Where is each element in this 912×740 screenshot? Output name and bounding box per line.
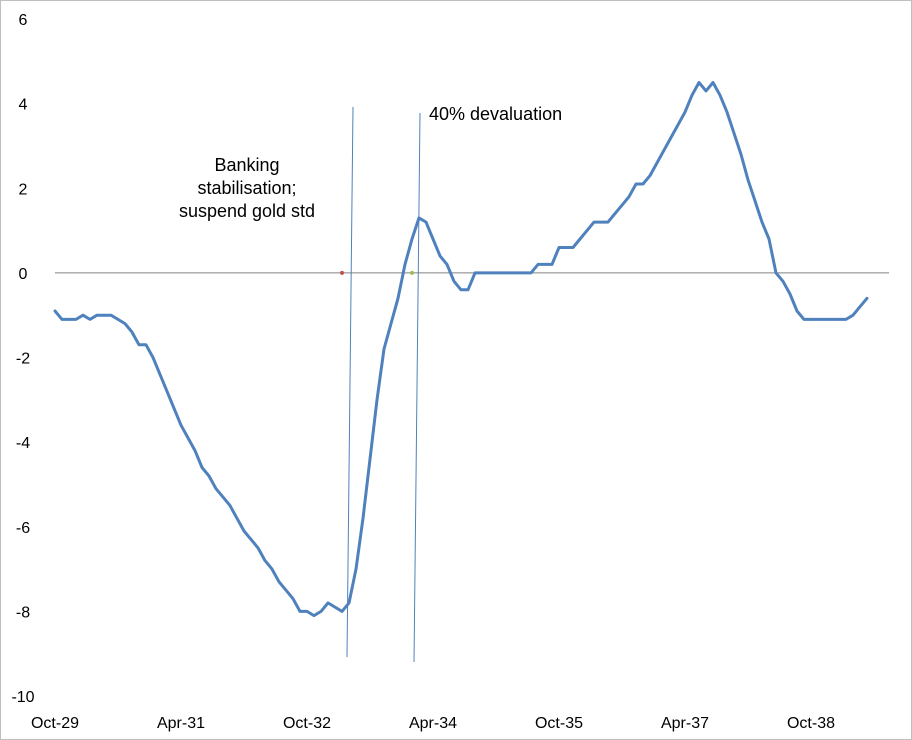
event-marker bbox=[410, 270, 414, 275]
event-line bbox=[413, 112, 421, 663]
x-tick-label: Oct-35 bbox=[535, 715, 583, 732]
x-tick-label: Apr-34 bbox=[409, 715, 457, 732]
event-label: 40% devaluation bbox=[429, 104, 562, 124]
y-tick-label: 0 bbox=[19, 266, 28, 283]
y-tick-label: -6 bbox=[16, 520, 30, 537]
event-label-line: Banking bbox=[214, 155, 279, 175]
x-tick-label: Apr-37 bbox=[661, 715, 709, 732]
event-line bbox=[346, 106, 354, 658]
annotations: Banking stabilisation; suspend gold std 40%… bbox=[179, 104, 562, 221]
event-marker bbox=[340, 270, 344, 275]
event-label-line: stabilisation; bbox=[197, 178, 296, 198]
y-tick-label: -8 bbox=[16, 604, 30, 621]
y-tick-label: 6 bbox=[19, 12, 28, 29]
x-axis: Oct-29 Apr-31 Oct-32 Apr-34 Oct-35 Apr-37 Oct-… bbox=[31, 715, 835, 732]
event-lines bbox=[340, 106, 421, 663]
y-tick-label: -2 bbox=[16, 351, 30, 368]
y-axis: -10 -8 -6 -4 -2 0 2 4 6 bbox=[11, 12, 34, 706]
x-tick-label: Apr-31 bbox=[157, 715, 205, 732]
y-tick-label: 4 bbox=[19, 97, 28, 114]
x-tick-label: Oct-38 bbox=[787, 715, 835, 732]
event-label-line: 40% devaluation bbox=[429, 104, 562, 124]
event-label: Banking stabilisation; suspend gold std bbox=[179, 155, 315, 221]
y-tick-label: 2 bbox=[19, 181, 28, 198]
y-tick-label: -10 bbox=[11, 689, 34, 706]
x-tick-label: Oct-32 bbox=[283, 715, 331, 732]
x-tick-label: Oct-29 bbox=[31, 715, 79, 732]
series-line bbox=[53, 81, 869, 618]
y-tick-label: -4 bbox=[16, 435, 30, 452]
event-label-line: suspend gold std bbox=[179, 201, 315, 221]
